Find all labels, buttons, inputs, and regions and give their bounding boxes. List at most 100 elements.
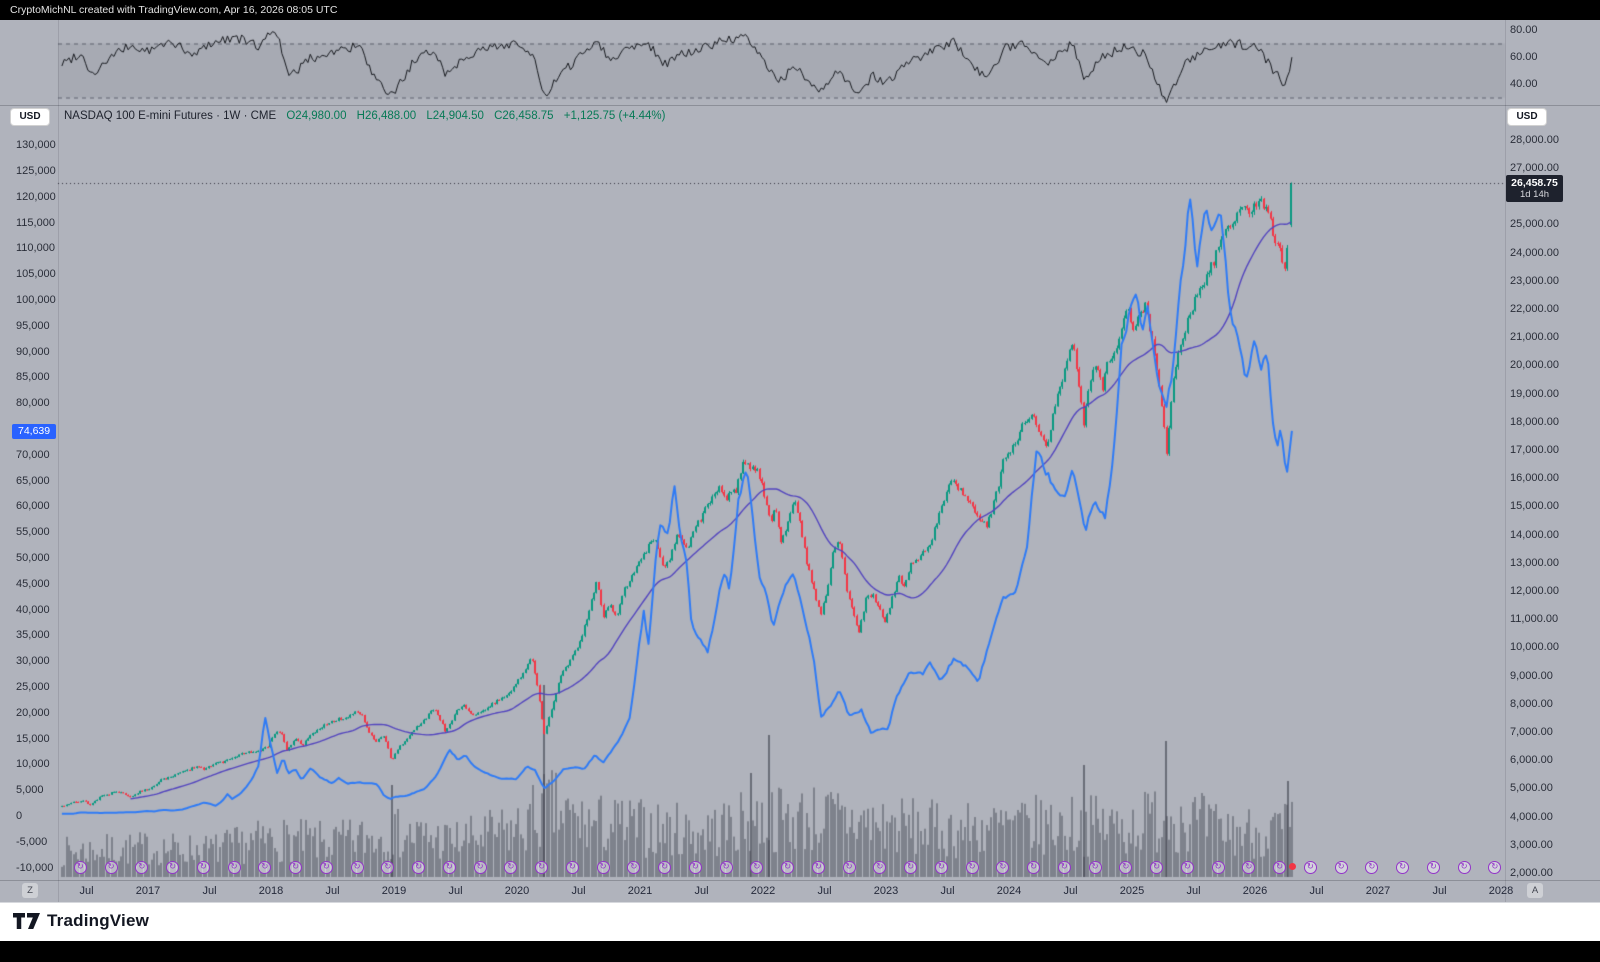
tradingview-logo-link[interactable]: TradingView — [13, 911, 149, 931]
contract-rollover-icon[interactable]: ↻ — [135, 861, 149, 874]
contract-rollover-icon[interactable]: ↻ — [750, 861, 764, 874]
contract-rollover-icon[interactable]: ↻ — [1426, 861, 1440, 874]
contract-rollover-icon[interactable]: ↻ — [104, 861, 118, 874]
contract-rollover-icon[interactable]: ↻ — [842, 861, 856, 874]
contract-rollover-icon[interactable]: ↻ — [504, 861, 518, 874]
left-price-tick: 15,000 — [16, 732, 50, 745]
contract-rollover-icon[interactable]: ↻ — [1365, 861, 1379, 874]
contract-rollover-icon[interactable]: ↻ — [1396, 861, 1410, 874]
contract-rollover-icon[interactable]: ↻ — [1273, 861, 1287, 874]
contract-rollover-icon[interactable]: ↻ — [658, 861, 672, 874]
contract-rollover-icon[interactable]: ↻ — [289, 861, 303, 874]
left-price-tick: 120,000 — [16, 190, 56, 203]
contract-rollover-icon[interactable]: ↻ — [904, 861, 918, 874]
time-tick: 2026 — [1242, 885, 1268, 897]
time-tick: 2022 — [750, 885, 776, 897]
contract-rollover-icon[interactable]: ↻ — [196, 861, 210, 874]
left-price-tick: 25,000 — [16, 681, 50, 693]
contract-rollover-icon[interactable]: ↻ — [227, 861, 241, 874]
left-price-tick: 80,000 — [16, 397, 50, 410]
contract-rollover-icon[interactable]: ↻ — [258, 861, 272, 874]
left-price-tick: 85,000 — [16, 371, 50, 384]
rsi-tick: 40.00 — [1510, 78, 1538, 90]
contract-rollover-icon[interactable]: ↻ — [688, 861, 702, 874]
contract-rollover-icon[interactable]: ↻ — [319, 861, 333, 874]
contract-rollover-icon[interactable]: ↻ — [1488, 861, 1502, 874]
contract-rollover-icon[interactable]: ↻ — [627, 861, 641, 874]
right-price-tick: 6,000.00 — [1510, 754, 1553, 767]
contract-rollover-icon[interactable]: ↻ — [73, 861, 87, 874]
contract-rollover-icon[interactable]: ↻ — [535, 861, 549, 874]
symbol-info: NASDAQ 100 E-mini Futures · 1W · CME O24… — [64, 110, 665, 122]
left-price-tick: 55,000 — [16, 526, 50, 539]
footer-bar: TradingView — [0, 902, 1600, 941]
right-price-tick: 13,000.00 — [1510, 556, 1559, 569]
rsi-tick: 80.00 — [1510, 24, 1538, 36]
time-tick: Jul — [448, 885, 463, 897]
contract-rollover-icon[interactable]: ↻ — [166, 861, 180, 874]
right-price-tick: 2,000.00 — [1510, 867, 1553, 879]
contract-rollover-icon[interactable]: ↻ — [996, 861, 1010, 874]
contract-rollover-icon[interactable]: ↻ — [1334, 861, 1348, 874]
time-tick: Jul — [1186, 885, 1201, 897]
time-tick: 2021 — [627, 885, 653, 897]
left-price-tick: 95,000 — [16, 319, 50, 332]
left-price-tick: -10,000 — [16, 861, 54, 874]
pane-divider[interactable] — [0, 105, 1600, 106]
tradingview-wordmark: TradingView — [47, 911, 150, 930]
contract-rollover-icon[interactable]: ↻ — [873, 861, 887, 874]
contract-rollover-icon[interactable]: ↻ — [1457, 861, 1471, 874]
bottom-strip — [0, 941, 1600, 962]
contract-rollover-icon[interactable]: ↻ — [381, 861, 395, 874]
contract-rollover-icon[interactable]: ↻ — [781, 861, 795, 874]
attribution-text: CryptoMichNL created with TradingView.co… — [10, 4, 338, 16]
contract-rollover-icon[interactable]: ↻ — [1119, 861, 1133, 874]
left-price-tick: 50,000 — [16, 552, 50, 564]
contract-rollover-icon[interactable]: ↻ — [1303, 861, 1317, 874]
contract-rollover-icon[interactable]: ↻ — [565, 861, 579, 874]
right-scale-currency-button[interactable]: USD — [1507, 108, 1547, 126]
time-tick: Jul — [1309, 885, 1324, 897]
contract-rollover-icon[interactable]: ↻ — [811, 861, 825, 874]
time-tick: 2019 — [381, 885, 407, 897]
contract-rollover-icon[interactable]: ↻ — [1242, 861, 1256, 874]
time-tick: Jul — [1432, 885, 1447, 897]
contract-rollover-icon[interactable]: ↻ — [442, 861, 456, 874]
left-price-tick: 40,000 — [16, 603, 50, 616]
symbol-title[interactable]: NASDAQ 100 E-mini Futures · 1W · CME — [64, 110, 277, 122]
btc-last-price-badge: 74,639 — [12, 424, 57, 439]
right-price-tick: 16,000.00 — [1510, 472, 1559, 485]
left-price-tick: 45,000 — [16, 577, 50, 590]
time-tick: Jul — [79, 885, 94, 897]
left-price-tick: 115,000 — [16, 216, 55, 229]
axis-settings-button[interactable]: A — [1527, 883, 1543, 898]
right-price-tick: 10,000.00 — [1510, 641, 1559, 654]
time-tick: 2018 — [258, 885, 284, 897]
contract-rollover-icon[interactable]: ↻ — [596, 861, 610, 874]
timezone-button[interactable]: Z — [22, 883, 38, 898]
left-scale-currency-button[interactable]: USD — [10, 108, 50, 126]
contract-rollover-icon[interactable]: ↻ — [965, 861, 979, 874]
contract-rollover-icon[interactable]: ↻ — [1088, 861, 1102, 874]
left-price-tick: -5,000 — [16, 835, 48, 848]
contract-rollover-icon[interactable]: ↻ — [1057, 861, 1071, 874]
contract-rollover-icon[interactable]: ↻ — [1027, 861, 1041, 874]
contract-rollover-icon[interactable]: ↻ — [412, 861, 426, 874]
time-tick: 2024 — [996, 885, 1022, 897]
ohlc-open: O24,980.00 — [286, 110, 347, 122]
right-price-tick: 9,000.00 — [1510, 669, 1553, 682]
contract-rollover-icon[interactable]: ↻ — [934, 861, 948, 874]
contract-rollover-icon[interactable]: ↻ — [1180, 861, 1194, 874]
contract-rollover-icon[interactable]: ↻ — [719, 861, 733, 874]
right-price-tick: 3,000.00 — [1510, 838, 1553, 851]
right-price-tick: 18,000.00 — [1510, 415, 1559, 428]
contract-rollover-icon[interactable]: ↻ — [473, 861, 487, 874]
left-price-tick: 70,000 — [16, 448, 50, 461]
left-price-tick: 90,000 — [16, 345, 50, 358]
left-price-tick: 10,000 — [16, 758, 50, 771]
contract-rollover-icon[interactable]: ↻ — [1150, 861, 1164, 874]
right-price-tick: 15,000.00 — [1510, 500, 1559, 513]
contract-rollover-icon[interactable]: ↻ — [350, 861, 364, 874]
contract-rollover-icon[interactable]: ↻ — [1211, 861, 1225, 874]
